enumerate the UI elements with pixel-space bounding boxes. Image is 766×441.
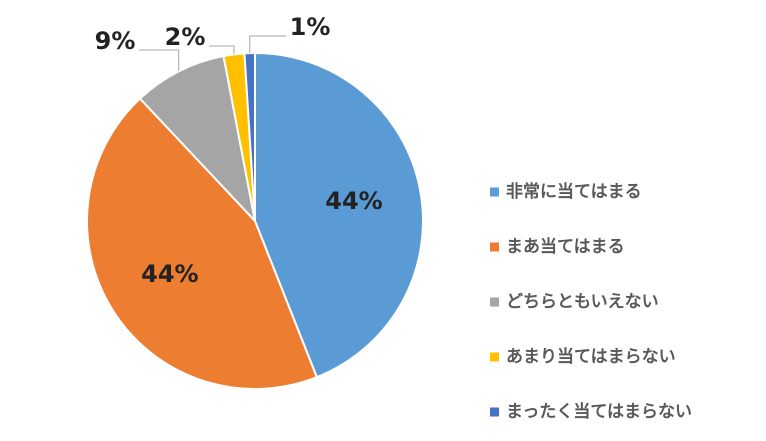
legend-swatch — [490, 297, 499, 307]
pie-slice — [254, 51, 424, 379]
data-label: 1% — [290, 13, 331, 41]
legend-swatch — [490, 352, 499, 362]
legend-label: まあ当てはまる — [506, 236, 625, 257]
legend-swatch — [490, 242, 499, 252]
legend-label: 非常に当てはまる — [506, 181, 642, 202]
leader-line — [249, 35, 286, 54]
data-label: 44% — [141, 260, 198, 288]
data-label: 44% — [325, 187, 382, 215]
leader-line — [209, 45, 235, 55]
legend-label: あまり当てはまらない — [506, 346, 676, 367]
leader-line — [139, 49, 180, 72]
pie-slice — [138, 54, 257, 225]
pie-slice — [86, 97, 319, 390]
legend-swatch — [490, 407, 499, 417]
legend-label: まったく当てはまらない — [506, 401, 692, 422]
data-label: 9% — [95, 27, 136, 55]
legend-swatch — [490, 187, 499, 197]
data-label: 2% — [165, 23, 206, 51]
legend-label: どちらともいえない — [506, 292, 659, 312]
